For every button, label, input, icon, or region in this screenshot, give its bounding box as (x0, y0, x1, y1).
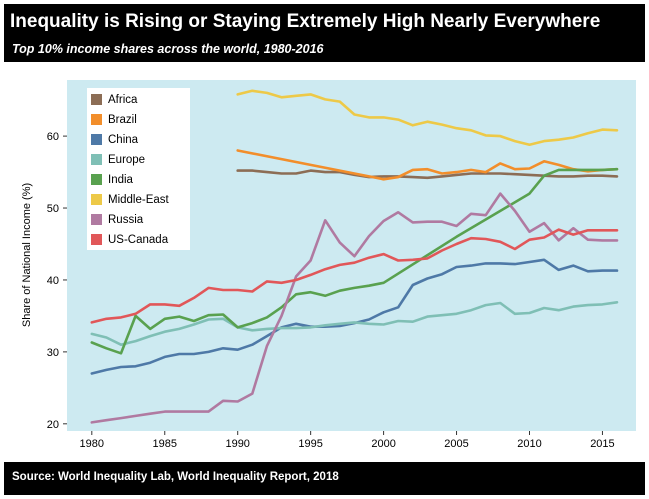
legend-swatch (91, 234, 102, 245)
y-axis-label: Share of National Income (%) (21, 183, 33, 327)
header-band: Inequality is Rising or Staying Extremel… (4, 4, 645, 62)
footer-band: Source: World Inequality Lab, World Ineq… (4, 462, 645, 495)
series-line-india (90, 167, 619, 355)
x-tick-label: 1990 (225, 438, 249, 450)
series-line-africa (236, 169, 619, 180)
legend-swatch (91, 214, 102, 225)
legend-swatch (91, 134, 102, 145)
series-line-middle-east (236, 89, 619, 146)
y-tick-label: 50 (47, 203, 59, 215)
axes: 1980 1985 1990 1995 2000 2005 2010 2015 20 30 40 50… (47, 131, 615, 450)
y-tick-label: 30 (47, 347, 59, 359)
legend-label: Africa (108, 94, 138, 106)
legend-swatch (91, 114, 102, 125)
series-lines (90, 89, 619, 424)
legend-label: Europe (108, 154, 145, 166)
legend-swatch (91, 174, 102, 185)
chart-subtitle: Top 10% income shares across the world, … (12, 42, 324, 56)
series-line-europe (90, 301, 619, 346)
y-tick-label: 60 (47, 131, 59, 143)
x-tick-label: 2010 (517, 438, 541, 450)
y-tick-label: 40 (47, 275, 59, 287)
legend-label: US-Canada (108, 234, 169, 246)
x-tick-label: 2005 (444, 438, 468, 450)
legend-label: India (108, 174, 134, 186)
series-line-russia (90, 192, 619, 424)
legend-label: Brazil (108, 114, 137, 126)
x-tick-label: 1980 (80, 438, 104, 450)
source-note: Source: World Inequality Lab, World Ineq… (12, 471, 339, 483)
legend-label: Russia (108, 214, 144, 226)
x-tick-label: 2015 (590, 438, 614, 450)
x-tick-label: 1995 (298, 438, 322, 450)
legend-swatch (91, 94, 102, 105)
x-tick-label: 1985 (153, 438, 177, 450)
series-line-us-canada (90, 228, 619, 324)
chart-title: Inequality is Rising or Staying Extremel… (10, 11, 601, 32)
legend-label: China (108, 134, 139, 146)
legend-swatch (91, 154, 102, 165)
legend: Africa Brazil China Europe India Middle-East R… (87, 88, 190, 250)
y-tick-label: 20 (47, 419, 59, 431)
legend-box (87, 88, 190, 250)
x-tick-label: 2000 (371, 438, 395, 450)
legend-swatch (91, 194, 102, 205)
legend-label: Middle-East (108, 194, 170, 206)
